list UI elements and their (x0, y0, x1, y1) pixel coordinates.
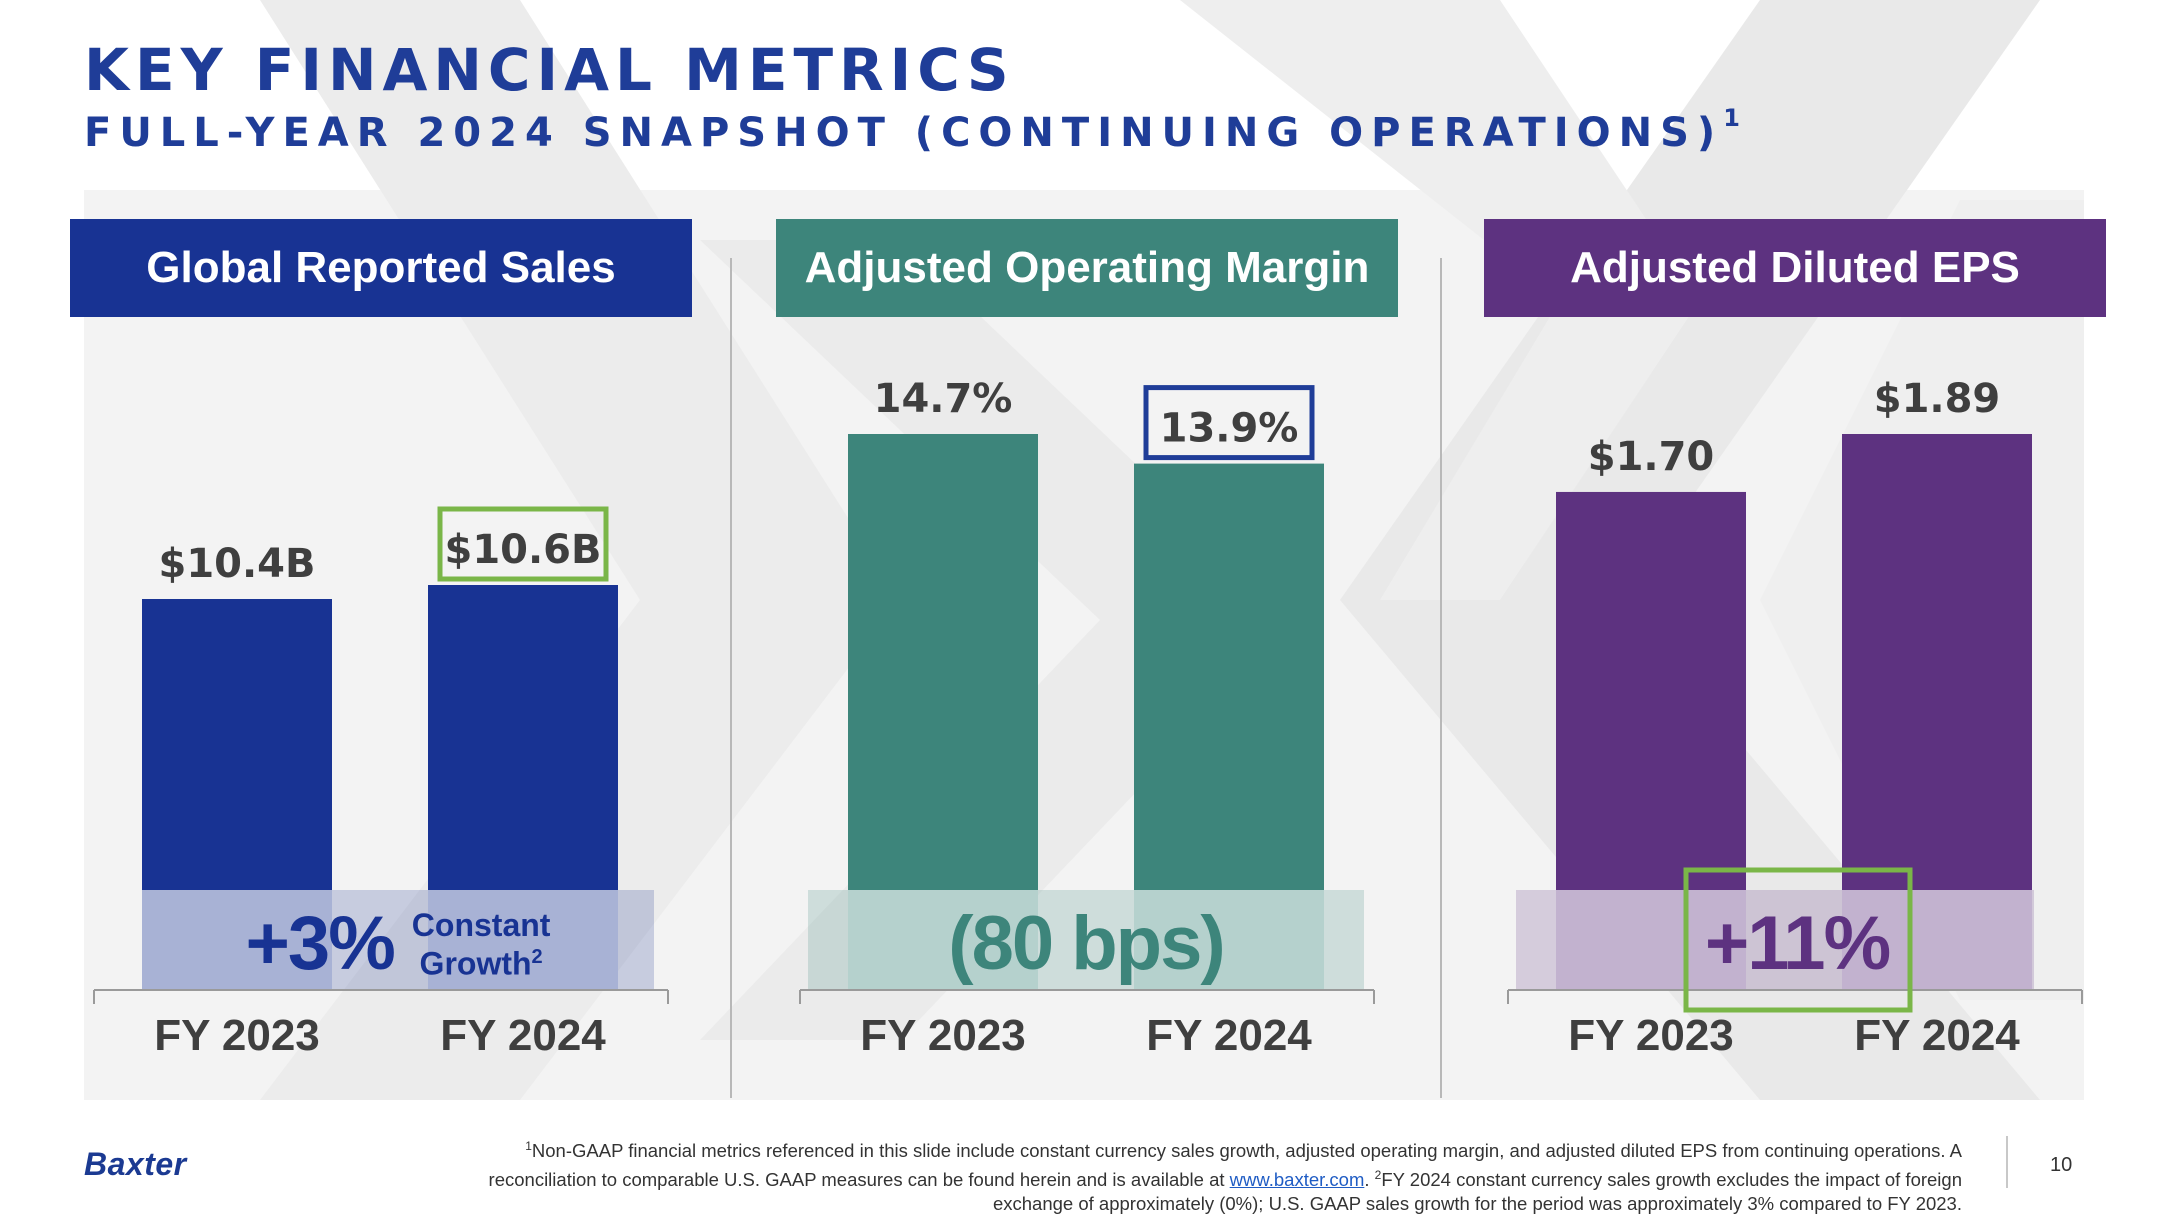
sales-data-label-0: $10.4B (158, 541, 315, 587)
panel-title-sales: Global Reported Sales (146, 243, 616, 292)
eps-bar-band-1 (1842, 890, 2032, 990)
sales-bar-band-0 (142, 890, 332, 990)
margin-category-label-0: FY 2023 (860, 1011, 1026, 1060)
sales-highlight-box (437, 506, 609, 582)
sales-data-label-1: $10.6B (444, 527, 601, 573)
eps-growth-value: +11% (1704, 901, 1891, 986)
subtitle-footnote-marker: 1 (1723, 104, 1740, 132)
subtitle-text: FULL-YEAR 2024 SNAPSHOT (CONTINUING OPER… (84, 110, 1724, 156)
footnote-text-1: Non-GAAP financial metrics referenced in… (488, 1140, 1962, 1191)
footnote-marker-1: 1 (525, 1139, 532, 1153)
margin-category-label-1: FY 2024 (1146, 1011, 1312, 1060)
margin-bar-band-tint-0 (848, 890, 1038, 990)
sales-bar-band-tint-0 (142, 890, 332, 990)
eps-bar-band-tint-0 (1556, 890, 1746, 990)
panel-header-eps: Adjusted Diluted EPS (1484, 219, 2106, 317)
eps-growth-annotation: +11% (1682, 904, 1912, 984)
footer-divider (2006, 1136, 2008, 1188)
footnote-text-2: . (1364, 1169, 1375, 1191)
footnote-marker-2: 2 (1374, 1168, 1382, 1183)
panel-header-sales: Global Reported Sales (70, 219, 692, 317)
panel-title-margin: Adjusted Operating Margin (804, 243, 1370, 292)
sales-growth-note-marker: 2 (531, 945, 543, 968)
margin-growth-annotation: (80 bps) (808, 904, 1364, 984)
sales-growth-annotation: +3% Constant Growth2 (142, 904, 654, 984)
sales-category-label-0: FY 2023 (154, 1011, 320, 1060)
panel-header-margin: Adjusted Operating Margin (776, 219, 1398, 317)
baxter-website-link[interactable]: www.baxter.com (1229, 1169, 1365, 1191)
margin-bar-band-0 (848, 890, 1038, 990)
margin-data-label-0: 14.7% (874, 376, 1013, 422)
eps-growth-box (1683, 867, 1913, 1013)
sales-growth-note: Constant Growth2 (412, 909, 551, 980)
margin-bar-band-1 (1134, 890, 1324, 990)
eps-data-label-1: $1.89 (1874, 376, 2001, 422)
margin-data-label-1: 13.9% (1160, 406, 1299, 452)
panel-divider-right (1440, 258, 1442, 1098)
sales-category-label-1: FY 2024 (440, 1011, 606, 1060)
eps-bar-band-tint-1 (1842, 890, 2032, 990)
panel-title-eps: Adjusted Diluted EPS (1570, 243, 2020, 292)
margin-growth-value: (80 bps) (948, 901, 1225, 986)
slide-subtitle: FULL-YEAR 2024 SNAPSHOT (CONTINUING OPER… (84, 104, 1740, 156)
slide-title: KEY FINANCIAL METRICS (84, 36, 1015, 104)
footnote: 1Non-GAAP financial metrics referenced i… (462, 1134, 1962, 1216)
sales-bar-band-1 (428, 890, 618, 990)
margin-bar-band-tint-1 (1134, 890, 1324, 990)
page-number: 10 (2050, 1154, 2073, 1176)
sales-bar-band-tint-1 (428, 890, 618, 990)
baxter-logo: Baxter (84, 1146, 187, 1182)
eps-category-label-1: FY 2024 (1854, 1011, 2020, 1060)
sales-growth-note-line2: Growth (419, 945, 532, 982)
eps-bar-band-0 (1556, 890, 1746, 990)
margin-highlight-box (1143, 385, 1315, 461)
sales-growth-note-line1: Constant (411, 906, 551, 943)
eps-data-label-0: $1.70 (1588, 434, 1715, 480)
panel-divider-left (730, 258, 732, 1098)
footnote-text-3: FY 2024 constant currency sales growth e… (992, 1169, 1962, 1215)
eps-category-label-0: FY 2023 (1568, 1011, 1734, 1060)
sales-growth-value: +3% (245, 901, 396, 986)
